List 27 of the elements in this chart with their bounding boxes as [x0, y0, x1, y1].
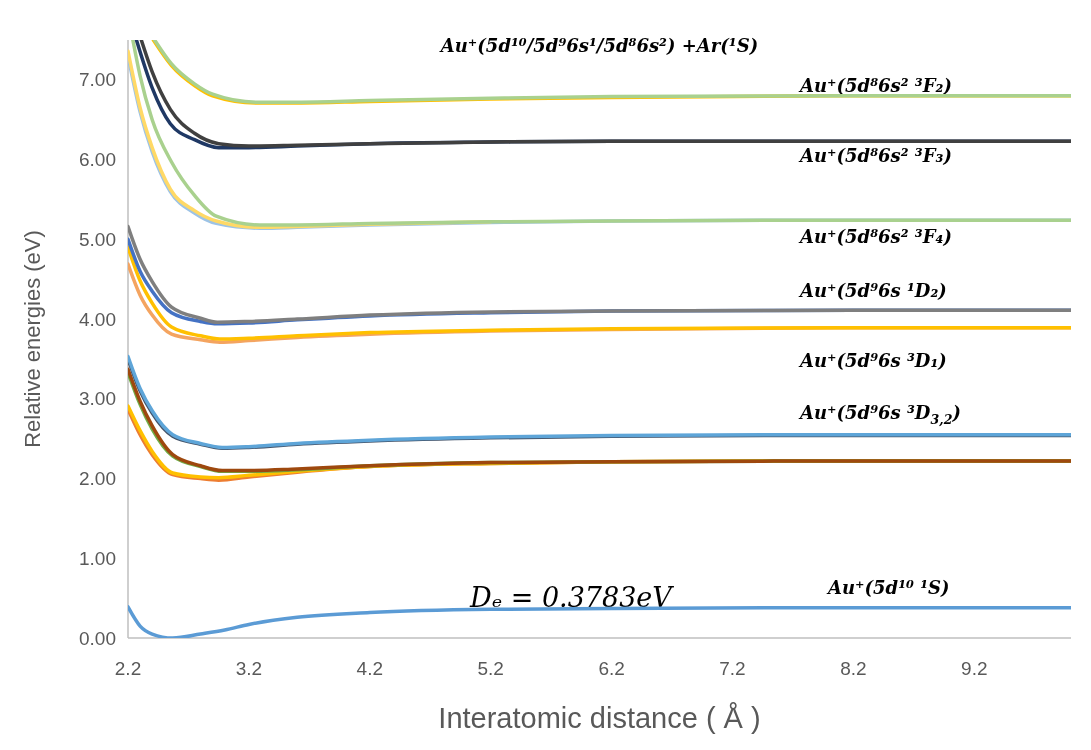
y-tick-label: 2.00	[79, 468, 116, 490]
x-tick-label: 4.2	[356, 657, 384, 679]
annotation: Au⁺(5d¹⁰ ¹S)	[826, 576, 950, 598]
y-tick-label: 0.00	[79, 627, 116, 649]
y-tick-label: 4.00	[79, 308, 116, 330]
x-axis-title: Interatomic distance ( Å )	[438, 702, 761, 734]
x-tick-label: 5.2	[477, 657, 504, 679]
x-tick-label: 7.2	[719, 657, 746, 679]
y-axis-title: Relative energies (eV)	[19, 230, 45, 448]
annotation: Au⁺(5d⁸6s² ³F₃)	[798, 144, 952, 166]
y-tick-label: 5.00	[79, 228, 116, 250]
x-tick-label: 8.2	[840, 657, 867, 679]
annotation: Au⁺(5d⁸6s² ³F₄)	[798, 225, 952, 247]
y-tick-label: 3.00	[79, 388, 116, 410]
annotation: Dₑ = 0.3783eV	[469, 581, 675, 613]
x-tick-label: 2.2	[114, 657, 142, 679]
x-tick-label: 6.2	[598, 657, 625, 679]
annotation: Au⁺(5d⁹6s ³D₁)	[798, 349, 947, 371]
chart-title: Au⁺(5d¹⁰/5d⁹6s¹/5d⁸6s²) +Ar(¹S)	[438, 34, 759, 56]
y-tick-label: 1.00	[79, 547, 116, 569]
y-tick-label: 6.00	[79, 149, 116, 171]
annotation: Au⁺(5d⁸6s² ³F₂)	[798, 74, 952, 96]
x-tick-label: 3.2	[235, 657, 263, 679]
annotation: Au⁺(5d⁹6s ¹D₂)	[798, 279, 947, 301]
x-tick-label: 9.2	[961, 657, 988, 679]
annotation: Au⁺(5d⁹6s ³D$_{3,2}$)	[798, 401, 961, 427]
y-tick-label: 7.00	[79, 69, 116, 91]
